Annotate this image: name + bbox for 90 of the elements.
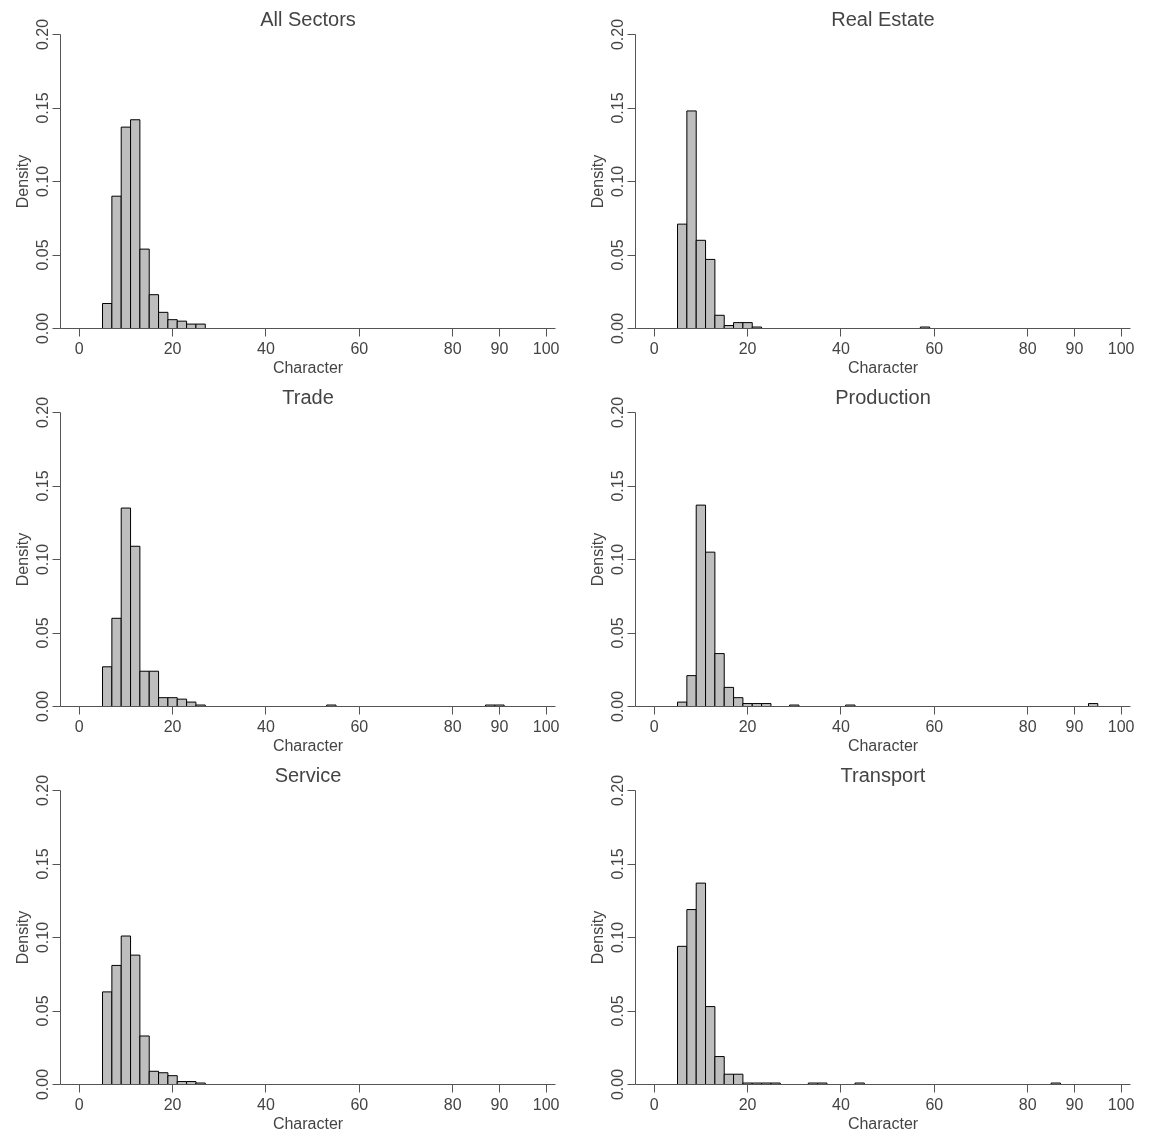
x-tick-label: 80 xyxy=(443,339,462,357)
x-tick-label: 40 xyxy=(832,339,850,357)
x-tick-label: 80 xyxy=(1018,717,1037,735)
y-tick-label: 0.15 xyxy=(33,848,51,880)
x-tick-label: 100 xyxy=(532,339,560,357)
y-tick-label: 0.05 xyxy=(33,617,51,649)
x-tick-label: 20 xyxy=(163,717,182,735)
x-axis-title: Character xyxy=(272,1114,344,1132)
y-tick-label: 0.05 xyxy=(608,239,626,271)
x-axis-title: Character xyxy=(847,736,919,754)
y-tick-label: 0.00 xyxy=(33,312,51,345)
x-tick-label: 80 xyxy=(1018,339,1037,357)
y-tick-label: 0.00 xyxy=(608,690,626,723)
x-tick-label: 90 xyxy=(490,717,509,735)
x-tick-label: 90 xyxy=(1065,1095,1084,1113)
chart-title: Service xyxy=(274,763,342,786)
y-tick-label: 0.10 xyxy=(33,165,51,198)
y-tick-label: 0.10 xyxy=(608,921,626,954)
y-tick-label: 0.15 xyxy=(608,92,626,124)
y-tick-label: 0.15 xyxy=(33,470,51,502)
y-tick-label: 0.20 xyxy=(33,774,51,807)
y-axis-title: Density xyxy=(588,910,606,965)
y-tick-label: 0.00 xyxy=(33,1068,51,1101)
y-tick-label: 0.20 xyxy=(33,396,51,429)
x-tick-label: 100 xyxy=(532,717,560,735)
x-tick-label: 0 xyxy=(649,1095,659,1113)
x-tick-label: 0 xyxy=(74,339,84,357)
x-tick-label: 100 xyxy=(1107,339,1135,357)
x-tick-label: 80 xyxy=(1018,1095,1037,1113)
y-tick-label: 0.00 xyxy=(608,1068,626,1101)
x-tick-label: 0 xyxy=(649,717,659,735)
x-tick-label: 60 xyxy=(350,1095,369,1113)
x-tick-label: 100 xyxy=(532,1095,560,1113)
x-tick-label: 60 xyxy=(350,339,369,357)
y-tick-label: 0.15 xyxy=(33,92,51,124)
y-tick-label: 0.00 xyxy=(608,312,626,345)
y-axis-title: Density xyxy=(13,154,31,209)
x-tick-label: 40 xyxy=(257,1095,275,1113)
chart-title: Real Estate xyxy=(831,7,935,30)
y-tick-label: 0.10 xyxy=(608,543,626,576)
x-tick-label: 0 xyxy=(649,339,659,357)
y-axis-title: Density xyxy=(13,910,31,965)
y-tick-label: 0.00 xyxy=(33,690,51,723)
x-axis-title: Character xyxy=(272,736,344,754)
y-tick-label: 0.05 xyxy=(33,995,51,1027)
y-tick-label: 0.20 xyxy=(608,18,626,51)
y-axis-title: Density xyxy=(588,154,606,209)
chart-title: Transport xyxy=(840,763,926,786)
y-tick-label: 0.05 xyxy=(608,995,626,1027)
y-tick-label: 0.05 xyxy=(33,239,51,271)
y-axis-title: Density xyxy=(13,532,31,587)
x-tick-label: 20 xyxy=(738,717,757,735)
x-tick-label: 20 xyxy=(738,339,757,357)
x-tick-label: 40 xyxy=(832,1095,850,1113)
x-axis-title: Character xyxy=(847,358,919,376)
chart-title: Trade xyxy=(282,385,334,408)
chart-title: Production xyxy=(835,385,931,408)
x-tick-label: 100 xyxy=(1107,1095,1135,1113)
y-tick-label: 0.15 xyxy=(608,470,626,502)
y-tick-label: 0.10 xyxy=(33,543,51,576)
x-tick-label: 90 xyxy=(1065,339,1084,357)
y-tick-label: 0.10 xyxy=(33,921,51,954)
x-tick-label: 20 xyxy=(163,1095,182,1113)
x-tick-label: 20 xyxy=(738,1095,757,1113)
x-tick-label: 90 xyxy=(490,1095,509,1113)
x-tick-label: 90 xyxy=(1065,717,1084,735)
y-tick-label: 0.10 xyxy=(608,165,626,198)
x-tick-label: 60 xyxy=(925,1095,944,1113)
x-tick-label: 90 xyxy=(490,339,509,357)
y-tick-label: 0.05 xyxy=(608,617,626,649)
x-tick-label: 80 xyxy=(443,1095,462,1113)
x-tick-label: 20 xyxy=(163,339,182,357)
x-tick-label: 100 xyxy=(1107,717,1135,735)
chart-title: All Sectors xyxy=(260,7,356,30)
x-axis-title: Character xyxy=(272,358,344,376)
y-axis-title: Density xyxy=(588,532,606,587)
x-tick-label: 0 xyxy=(74,1095,84,1113)
y-tick-label: 0.20 xyxy=(608,396,626,429)
x-tick-label: 60 xyxy=(350,717,369,735)
x-tick-label: 80 xyxy=(443,717,462,735)
y-tick-label: 0.20 xyxy=(608,774,626,807)
x-tick-label: 60 xyxy=(925,339,944,357)
y-tick-label: 0.15 xyxy=(608,848,626,880)
y-tick-label: 0.20 xyxy=(33,18,51,51)
x-tick-label: 40 xyxy=(257,717,275,735)
x-tick-label: 40 xyxy=(257,339,275,357)
x-axis-title: Character xyxy=(847,1114,919,1132)
x-tick-label: 60 xyxy=(925,717,944,735)
x-tick-label: 40 xyxy=(832,717,850,735)
x-tick-label: 0 xyxy=(74,717,84,735)
